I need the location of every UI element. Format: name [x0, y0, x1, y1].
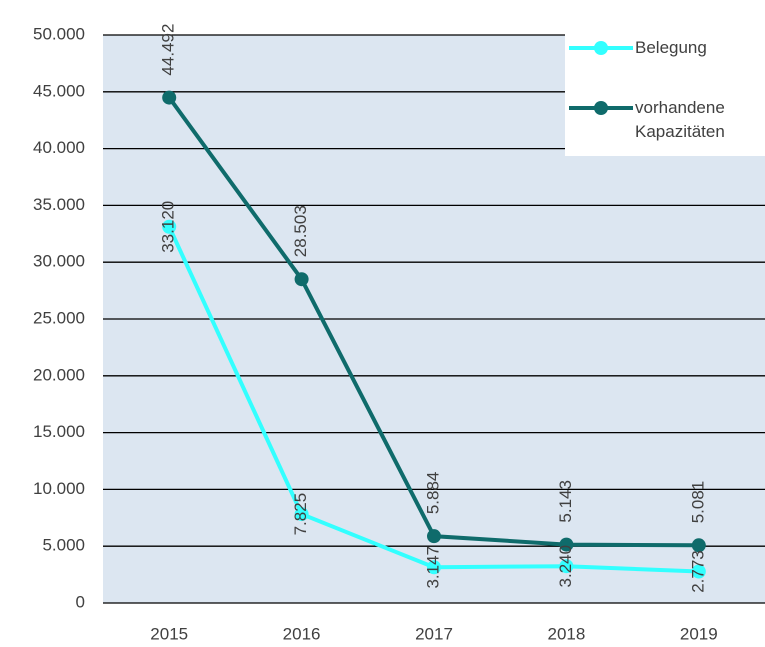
data-label: 3.240: [556, 545, 575, 588]
y-tick-label: 45.000: [33, 81, 85, 100]
data-point: [559, 537, 574, 552]
data-point: [691, 538, 706, 553]
legend-marker: [594, 41, 608, 55]
y-tick-label: 5.000: [42, 536, 85, 555]
y-tick-label: 15.000: [33, 422, 85, 441]
data-point: [559, 559, 574, 574]
x-tick-label: 2017: [415, 624, 453, 643]
legend-marker: [594, 101, 608, 115]
legend: Belegung vorhandene Kapazitäten: [565, 28, 765, 156]
data-point: [294, 272, 309, 287]
legend-label: vorhandene Kapazitäten: [635, 98, 725, 141]
data-point: [427, 560, 441, 575]
y-tick-label: 10.000: [33, 479, 85, 498]
x-tick-label: 2018: [547, 624, 585, 643]
legend-icon: [569, 101, 633, 115]
data-label: 44.492: [159, 24, 178, 76]
y-tick-label: 40.000: [33, 138, 85, 157]
data-label: 5.143: [556, 480, 575, 523]
y-tick-label: 30.000: [33, 252, 85, 271]
legend-icon: [569, 41, 633, 55]
data-point: [427, 529, 441, 544]
data-label: 5.081: [688, 481, 707, 524]
y-tick-label: 25.000: [33, 308, 85, 327]
data-point: [294, 507, 309, 522]
y-tick-label: 0: [76, 592, 85, 611]
x-tick-label: 2015: [150, 624, 188, 643]
data-point: [691, 564, 706, 579]
y-tick-label: 50.000: [33, 24, 85, 43]
y-tick-label: 35.000: [33, 195, 85, 214]
data-point: [162, 219, 177, 234]
y-tick-label: 20.000: [33, 365, 85, 384]
data-label: 33.120: [159, 201, 178, 253]
data-label: 2.773: [688, 550, 707, 593]
data-label: 7.825: [291, 493, 310, 536]
data-point: [162, 90, 177, 105]
x-tick-label: 2016: [283, 624, 321, 643]
data-label: 5.884: [423, 472, 442, 515]
data-label: 28.503: [291, 205, 310, 257]
data-label: 3.147: [423, 546, 442, 589]
x-tick-label: 2019: [680, 624, 718, 643]
legend-label: Belegung: [635, 38, 707, 57]
